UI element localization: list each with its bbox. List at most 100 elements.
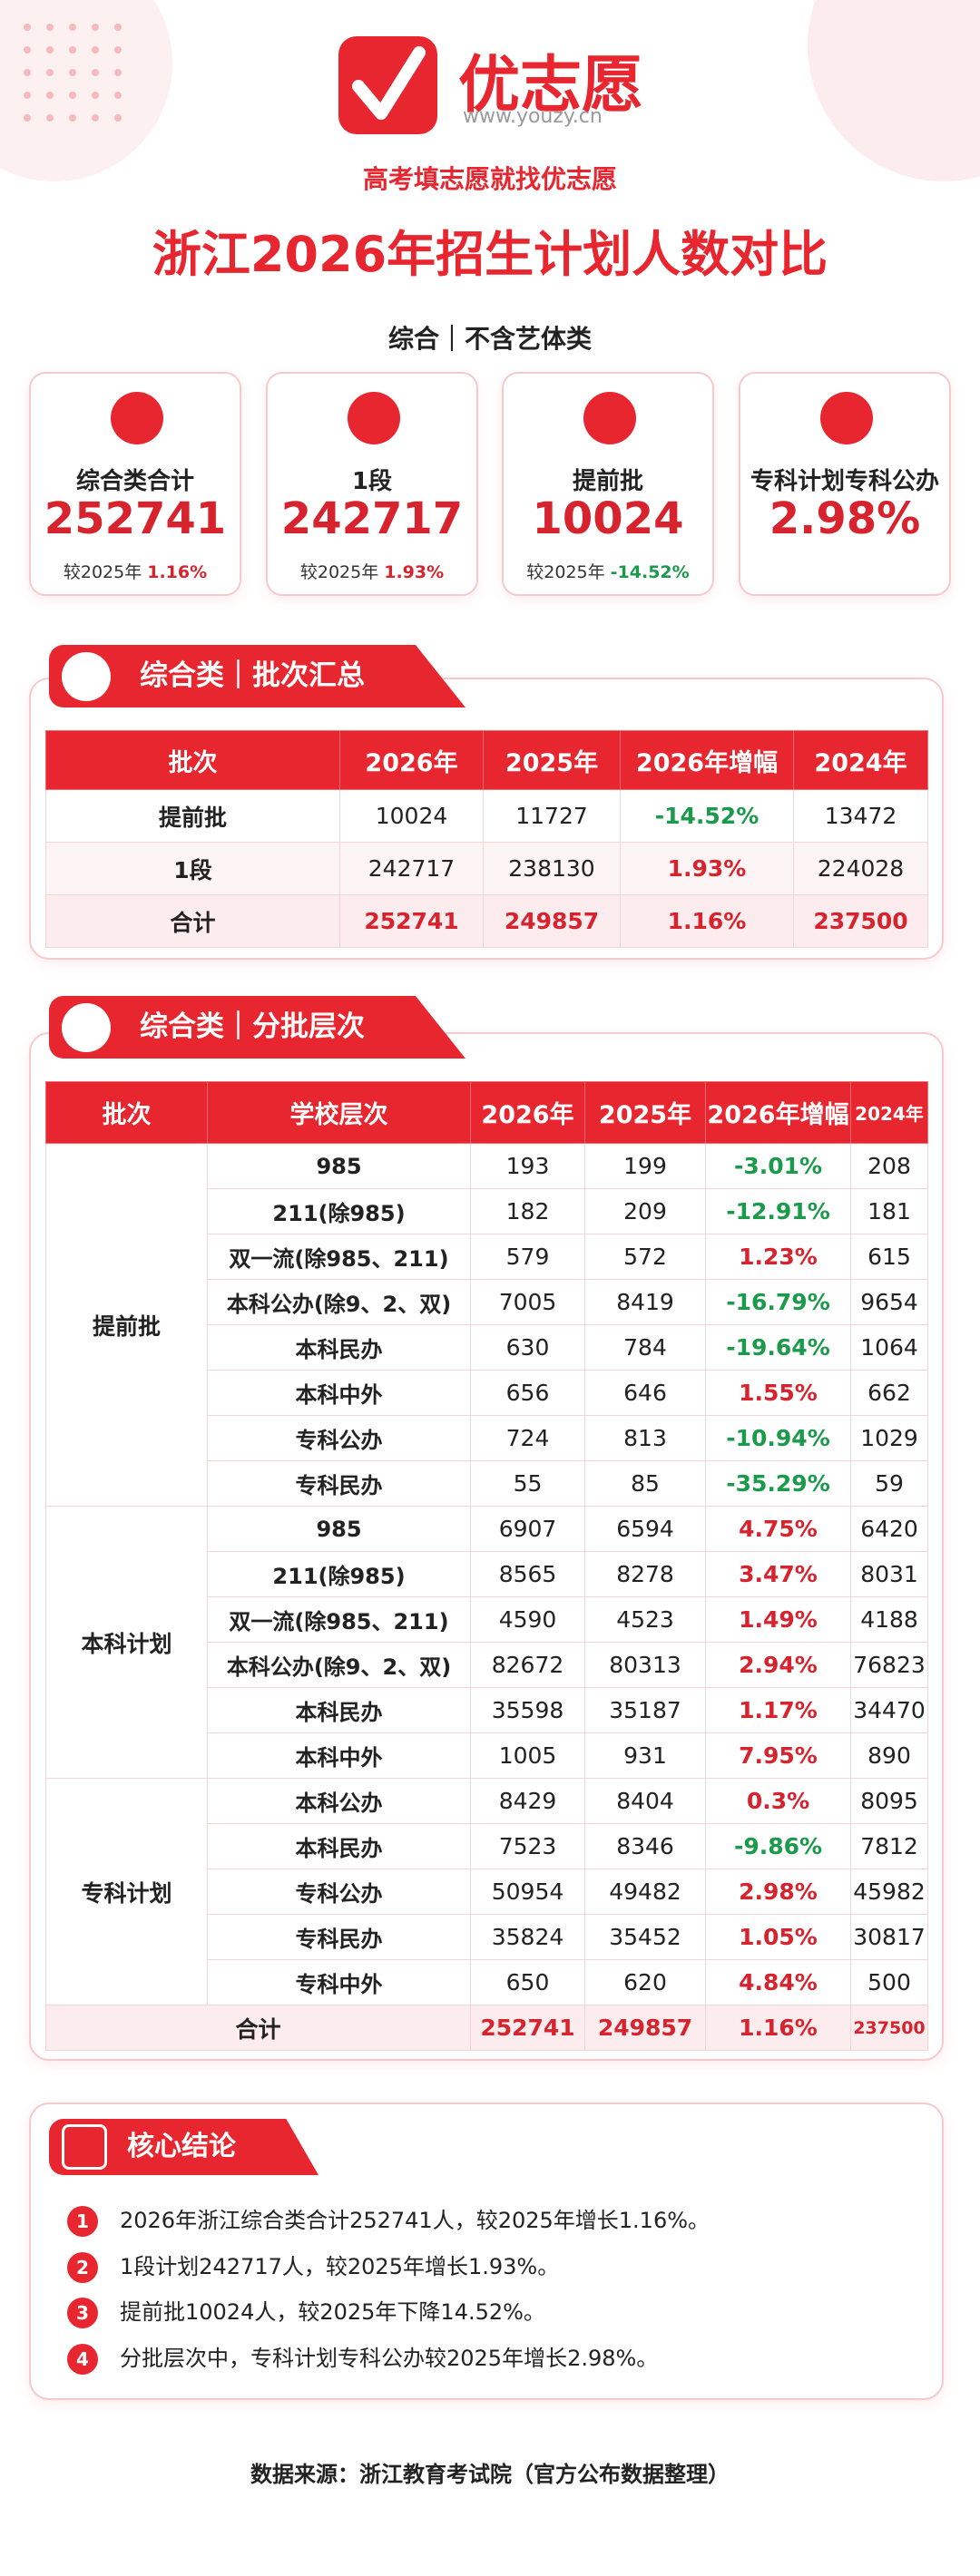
header-cell: 批次 (45, 1081, 208, 1144)
header-row: 批次 2026年 2025年 2026年增幅 2024年 (45, 730, 928, 790)
table-cell: 4590 (470, 1596, 585, 1643)
table-cell: -35.29% (705, 1460, 851, 1507)
table-cell: 专科民办 (207, 1460, 471, 1507)
header-cell: 2026年 (339, 730, 484, 790)
table-cell: 8404 (584, 1778, 706, 1824)
table-cell: 646 (584, 1370, 706, 1416)
table-cell: 211(除985) (207, 1188, 471, 1234)
table-cell: 1005 (470, 1732, 585, 1779)
table-cell: 7812 (850, 1823, 928, 1869)
table-cell: 4.84% (705, 1959, 851, 2005)
item-number: 1 (67, 2206, 98, 2237)
table-cell: 1.55% (705, 1370, 851, 1416)
total-cell: 252741 (470, 2005, 585, 2051)
table-cell: 209 (584, 1188, 706, 1234)
table-cell: -10.94% (705, 1415, 851, 1461)
total-cell: 249857 (483, 894, 621, 948)
table-cell: 2.98% (705, 1869, 851, 1915)
total-cell: 1.16% (620, 894, 794, 948)
table-cell: 4523 (584, 1596, 706, 1643)
compare-label: 较2025年 (63, 562, 142, 582)
table-cell: 专科中外 (207, 1959, 471, 2005)
brand-url: www.youzy.cn (463, 105, 603, 128)
section-title: 综合类｜分批层次 (140, 1010, 365, 1043)
table-cell: 985 (207, 1143, 471, 1189)
table-cell: -12.91% (705, 1188, 851, 1234)
table-cell: 211(除985) (207, 1551, 471, 1597)
table-cell: 专科公办 (207, 1869, 471, 1915)
table-cell: 专科民办 (207, 1914, 471, 1960)
table-cell: 181 (850, 1188, 928, 1234)
table-cell: 4.75% (705, 1506, 851, 1552)
table-cell: 30817 (850, 1914, 928, 1960)
table-cell: -19.64% (705, 1324, 851, 1371)
table-cell: 13472 (793, 789, 928, 843)
table-cell: 0.3% (705, 1778, 851, 1824)
total-cell: 合计 (45, 894, 340, 948)
table-cell: 35598 (470, 1687, 585, 1733)
table-cell: 630 (470, 1324, 585, 1371)
section-tab: 综合类｜分批层次 (49, 996, 466, 1059)
table-cell: 6594 (584, 1506, 706, 1552)
table-cell: 662 (850, 1370, 928, 1416)
table-cell: 35187 (584, 1687, 706, 1733)
table-cell: 55 (470, 1460, 585, 1507)
table-cell: -14.52% (620, 789, 794, 843)
stat-card: 专科计划专科公办 2.98% (739, 372, 951, 596)
compare-label: 较2025年 (299, 562, 379, 582)
table-cell: 8095 (850, 1778, 928, 1824)
table-cell: 专科公办 (207, 1415, 471, 1461)
slogan: 高考填志愿就找优志愿 (362, 164, 617, 194)
table-cell: 620 (584, 1959, 706, 2005)
table-cell: 500 (850, 1959, 928, 2005)
table-cell: 579 (470, 1234, 585, 1280)
total-row: 合计 252741 249857 1.16% 237500 (45, 2005, 928, 2051)
table-cell: 8346 (584, 1823, 706, 1869)
title: 浙江2026年招生计划人数对比 (152, 226, 828, 283)
table-cell: 193 (470, 1143, 585, 1189)
header-cell: 2024年 (850, 1081, 928, 1144)
table-cell: 45982 (850, 1869, 928, 1915)
group-cell: 专科计划 (45, 1778, 208, 2005)
table-cell: 656 (470, 1370, 585, 1416)
table-cell: 1064 (850, 1324, 928, 1371)
section-title: 核心结论 (127, 2131, 236, 2162)
table-cell: 1.93% (620, 842, 794, 895)
table-cell: 双一流(除985、211) (207, 1596, 471, 1643)
table-cell: 182 (470, 1188, 585, 1234)
table-cell: 本科民办 (207, 1324, 471, 1371)
table-cell: 724 (470, 1415, 585, 1461)
table-cell: 208 (850, 1143, 928, 1189)
header-cell: 学校层次 (207, 1081, 471, 1144)
table-cell: 650 (470, 1959, 585, 2005)
section-tab: 核心结论 (49, 2119, 318, 2175)
table-row: 双一流(除985、211) 579 572 1.23% 615 (46, 1234, 928, 1280)
card-value: 252741 (44, 493, 227, 544)
table-cell: 本科民办 (207, 1823, 471, 1869)
table-row: 专科中外 650 620 4.84% 500 (46, 1959, 928, 2005)
table-cell: 85 (584, 1460, 706, 1507)
decoration (0, 0, 980, 181)
table-row: 211(除985) 182 209 -12.91% 181 (46, 1188, 928, 1234)
brand: 优志愿 (458, 50, 644, 122)
table-row: 专科计划 本科公办 8429 8404 0.3% 8095 (45, 1778, 928, 2005)
table-cell: 572 (584, 1234, 706, 1280)
tab-icon (62, 1003, 111, 1052)
card-compare: 较2025年 1.16% (31, 559, 240, 583)
table-cell: 238130 (483, 842, 621, 895)
table-cell: 本科公办(除9、2、双) (207, 1642, 471, 1688)
table-cell: 4188 (850, 1596, 928, 1643)
table-cell: 82672 (470, 1642, 585, 1688)
total-cell: 249857 (584, 2005, 706, 2051)
compare-change: -14.52% (610, 562, 690, 582)
table-cell: 8419 (584, 1279, 706, 1325)
card-icon (111, 392, 163, 444)
table-row: 提前批 985 193 199 -3.01% 208 (45, 1143, 928, 1507)
table-cell: 9654 (850, 1279, 928, 1325)
table-cell: 985 (207, 1506, 471, 1552)
table-row: 本科中外 656 646 1.55% 662 (46, 1370, 928, 1416)
table-row: 本科中外 1005 931 7.95% 890 (46, 1732, 928, 1779)
table-cell: 615 (850, 1234, 928, 1280)
table-cell: 10024 (339, 789, 484, 843)
table-cell: 76823 (850, 1642, 928, 1688)
